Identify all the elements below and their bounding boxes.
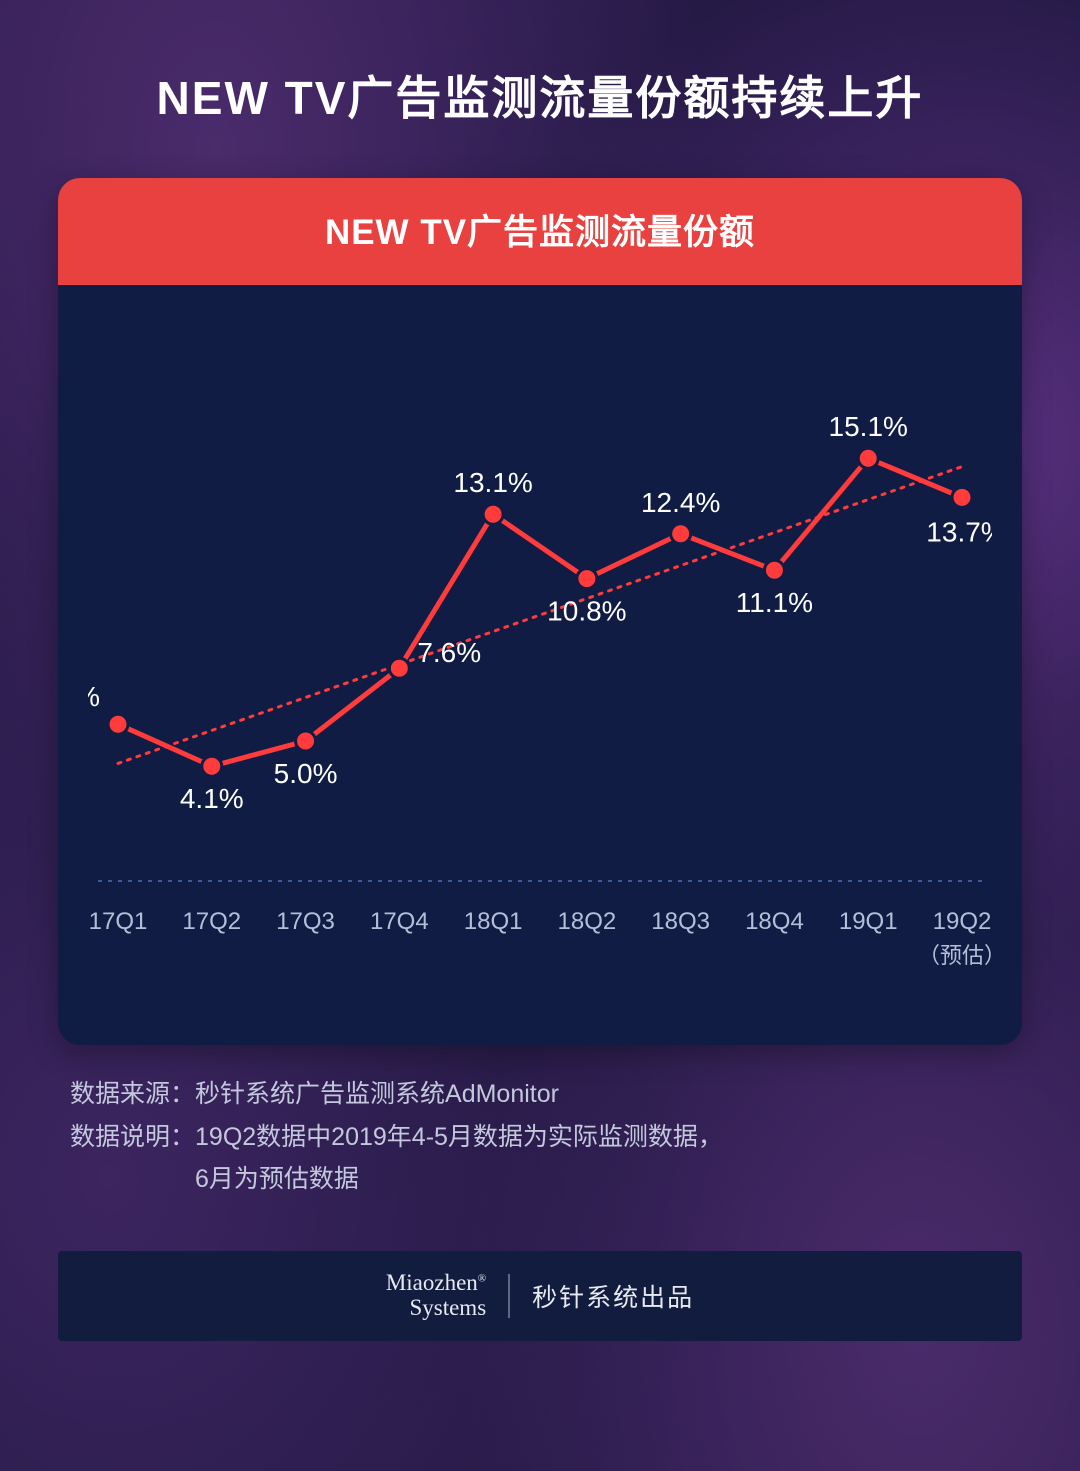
data-label: 11.1% [736, 587, 813, 618]
note-source-label: 数据来源： [70, 1073, 195, 1116]
x-axis-label: 17Q4 [370, 908, 429, 935]
x-axis-label: 18Q3 [651, 908, 710, 935]
chart-card: NEW TV广告监测流量份额 5.6% 4.1% 5.0% 7.6% 13.1% 10.8… [58, 178, 1022, 1045]
note-desc-line1: 19Q2数据中2019年4-5月数据为实际监测数据， [195, 1123, 723, 1151]
x-axis-label: 17Q3 [276, 908, 335, 935]
data-label: 4.1% [180, 783, 244, 814]
card-header: NEW TV广告监测流量份额 [58, 178, 1022, 285]
note-desc-value: 19Q2数据中2019年4-5月数据为实际监测数据， 6月为预估数据 [195, 1116, 723, 1201]
x-axis-label: 19Q2 [933, 908, 992, 935]
data-label: 5.0% [274, 758, 338, 789]
brand-divider [508, 1274, 510, 1318]
x-axis-label: 17Q1 [89, 908, 148, 935]
note-desc: 数据说明： 19Q2数据中2019年4-5月数据为实际监测数据， 6月为预估数据 [70, 1116, 1022, 1201]
x-axis-label: 19Q1 [839, 908, 898, 935]
x-axis-label: 17Q2 [182, 908, 241, 935]
brand-text: 秒针系统出品 [532, 1278, 694, 1314]
note-source-value: 秒针系统广告监测系统AdMonitor [195, 1073, 559, 1116]
data-label: 13.7% [926, 516, 992, 547]
note-desc-line2: 6月为预估数据 [195, 1165, 359, 1193]
x-axis-label: 18Q1 [464, 908, 523, 935]
line-chart: 5.6% 4.1% 5.0% 7.6% 13.1% 10.8% 12.4% 11.1% 15.1… [88, 285, 992, 1045]
registered-icon: ® [478, 1273, 486, 1285]
note-desc-label: 数据说明： [70, 1116, 195, 1201]
brand-logo-line2: Systems [386, 1296, 486, 1320]
brand-logo: Miaozhen® Systems [386, 1271, 486, 1319]
footer-notes: 数据来源： 秒针系统广告监测系统AdMonitor 数据说明： 19Q2数据中2… [70, 1073, 1022, 1201]
x-axis-label: 18Q2 [558, 908, 617, 935]
x-axis-label: 18Q4 [745, 908, 804, 935]
page-title: NEW TV广告监测流量份额持续上升 [0, 0, 1080, 128]
note-source: 数据来源： 秒针系统广告监测系统AdMonitor [70, 1073, 1022, 1116]
data-label: 5.6% [88, 681, 100, 712]
data-label: 10.8% [547, 596, 626, 627]
brand-bar: Miaozhen® Systems 秒针系统出品 [58, 1251, 1022, 1341]
data-label: 12.4% [641, 487, 720, 518]
data-label: 7.6% [417, 637, 481, 668]
brand-logo-line1: Miaozhen [386, 1270, 478, 1295]
data-label: 13.1% [453, 467, 532, 498]
chart-area: 5.6% 4.1% 5.0% 7.6% 13.1% 10.8% 12.4% 11.1% 15.1… [58, 285, 1022, 1045]
x-axis-sublabel: （预估） [918, 943, 992, 968]
data-label: 15.1% [829, 411, 908, 442]
